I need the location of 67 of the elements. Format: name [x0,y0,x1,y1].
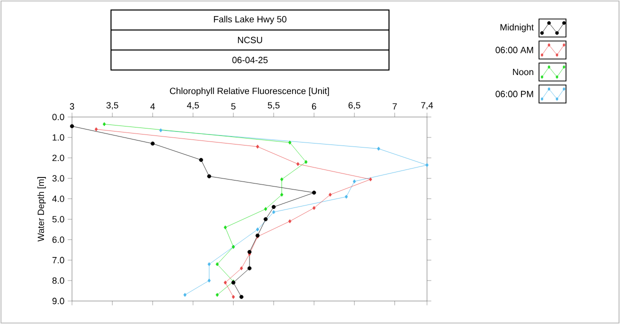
point [224,225,227,230]
point [425,163,429,168]
x-tick-label: 6 [312,103,316,110]
point [150,142,155,146]
point [377,146,380,151]
y-tick-label: 5.0 [52,216,64,222]
y-tick-label: 3.0 [52,175,64,182]
point [256,227,260,232]
x-tick-label: 3,5 [106,102,118,110]
point [232,294,235,299]
point [216,292,219,297]
point [239,294,244,299]
point [70,124,74,128]
point [288,219,292,224]
x-axis-title: Chlorophyll Relative Fluorescence [Unit] [170,88,329,96]
point [264,217,268,222]
point [344,194,348,199]
point [207,174,212,178]
y-tick-label: 4.0 [52,196,64,202]
chart-title: Falls Lake Hwy 50 [214,16,286,24]
point [296,162,300,166]
legend-label: Noon [513,68,534,76]
y-tick-label: 0.0 [52,114,64,120]
point [256,144,260,149]
x-tick-label: 4 [150,103,155,110]
x-tick-label: 3 [70,103,74,110]
point [94,127,98,132]
legend-label: 06:00 PM [496,90,534,98]
point [272,204,276,209]
x-tick-label: 4,5 [186,102,199,110]
point [240,266,243,270]
point [304,160,308,164]
point [352,179,356,184]
chart-subtitle: NCSU [238,36,262,44]
point [199,158,204,162]
x-tick-label: 6,5 [348,102,360,110]
point [208,262,211,266]
point [280,192,284,197]
y-tick-label: 8.0 [52,277,64,284]
point [368,177,372,182]
x-tick-label: 7,4 [421,102,433,110]
point [312,190,316,195]
point [159,128,162,132]
y-tick-label: 1.0 [52,134,64,141]
point [224,280,227,285]
legend-label: Midnight [500,24,534,32]
x-tick-label: 5,5 [268,102,280,110]
y-tick-label: 2.0 [52,154,64,162]
point [183,292,187,297]
point [328,192,332,197]
y-tick-label: 6.0 [52,236,64,243]
y-axis-title: Water Depth [m] [37,177,46,242]
x-tick-label: 7 [392,103,397,110]
point [288,140,292,145]
point [264,207,268,212]
point [248,266,252,270]
point [216,262,219,266]
y-tick-label: 7.0 [52,256,64,264]
text: 06-04-25 [232,56,268,64]
point [272,210,276,214]
legend-label: 06:00 AM [496,46,534,54]
point [102,122,106,126]
x-tick-label: 5 [231,103,236,110]
point [280,177,284,182]
y-tick-label: 9.0 [52,298,64,304]
point [312,206,316,210]
point [208,278,211,283]
